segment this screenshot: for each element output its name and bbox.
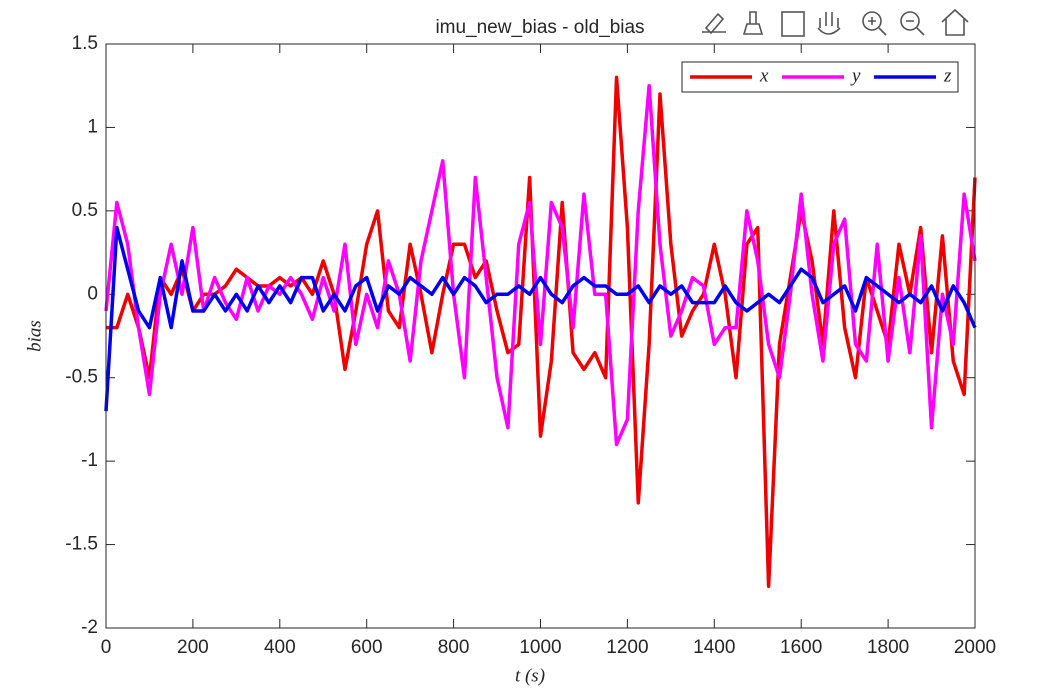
- zoom-out-glyph: [906, 20, 925, 36]
- x-tick-label: 800: [438, 637, 470, 658]
- legend-label: z: [943, 65, 952, 86]
- export-icon[interactable]: [702, 12, 726, 35]
- toolbar: [702, 8, 969, 37]
- y-axis-label: bias: [24, 320, 45, 352]
- y-tick-label: 1.5: [72, 33, 98, 54]
- x-tick-label: 400: [264, 637, 296, 658]
- axes-box: [105, 43, 976, 629]
- x-tick-label: 200: [177, 637, 209, 658]
- x-tick-label: 1600: [780, 637, 822, 658]
- pan-icon[interactable]: [817, 12, 841, 35]
- legend-label: x: [759, 65, 769, 86]
- y-tick-label: 0.5: [72, 200, 98, 221]
- home-icon[interactable]: [941, 8, 969, 36]
- legend-label: y: [850, 65, 861, 86]
- y-tick-label: -1.5: [65, 534, 98, 555]
- x-tick-label: 1400: [693, 637, 735, 658]
- x-tick-label: 1800: [867, 637, 909, 658]
- zoom-in-glyph: [868, 17, 887, 36]
- y-tick-label: -1: [81, 450, 98, 471]
- x-axis-label: t (s): [515, 665, 545, 686]
- series-line: [104, 83, 977, 447]
- y-tick-label: -2: [81, 617, 98, 638]
- y-tick-label: 0: [87, 283, 98, 304]
- x-tick-label: 1200: [606, 637, 648, 658]
- zoom-in-icon[interactable]: [862, 11, 882, 31]
- legend-icon[interactable]: [781, 11, 805, 37]
- x-tick-label: 600: [351, 637, 383, 658]
- y-tick-label: 1: [87, 116, 98, 137]
- series-line: [104, 225, 977, 412]
- zoom-out-icon[interactable]: [900, 11, 920, 31]
- y-tick-label: -0.5: [65, 367, 98, 388]
- x-tick-label: 2000: [954, 637, 996, 658]
- series-line: [106, 75, 977, 589]
- chart-title: imu_new_bias - old_bias: [435, 17, 644, 38]
- brush-icon[interactable]: [742, 11, 764, 35]
- x-tick-label: 0: [101, 637, 112, 658]
- x-tick-label: 1000: [519, 637, 561, 658]
